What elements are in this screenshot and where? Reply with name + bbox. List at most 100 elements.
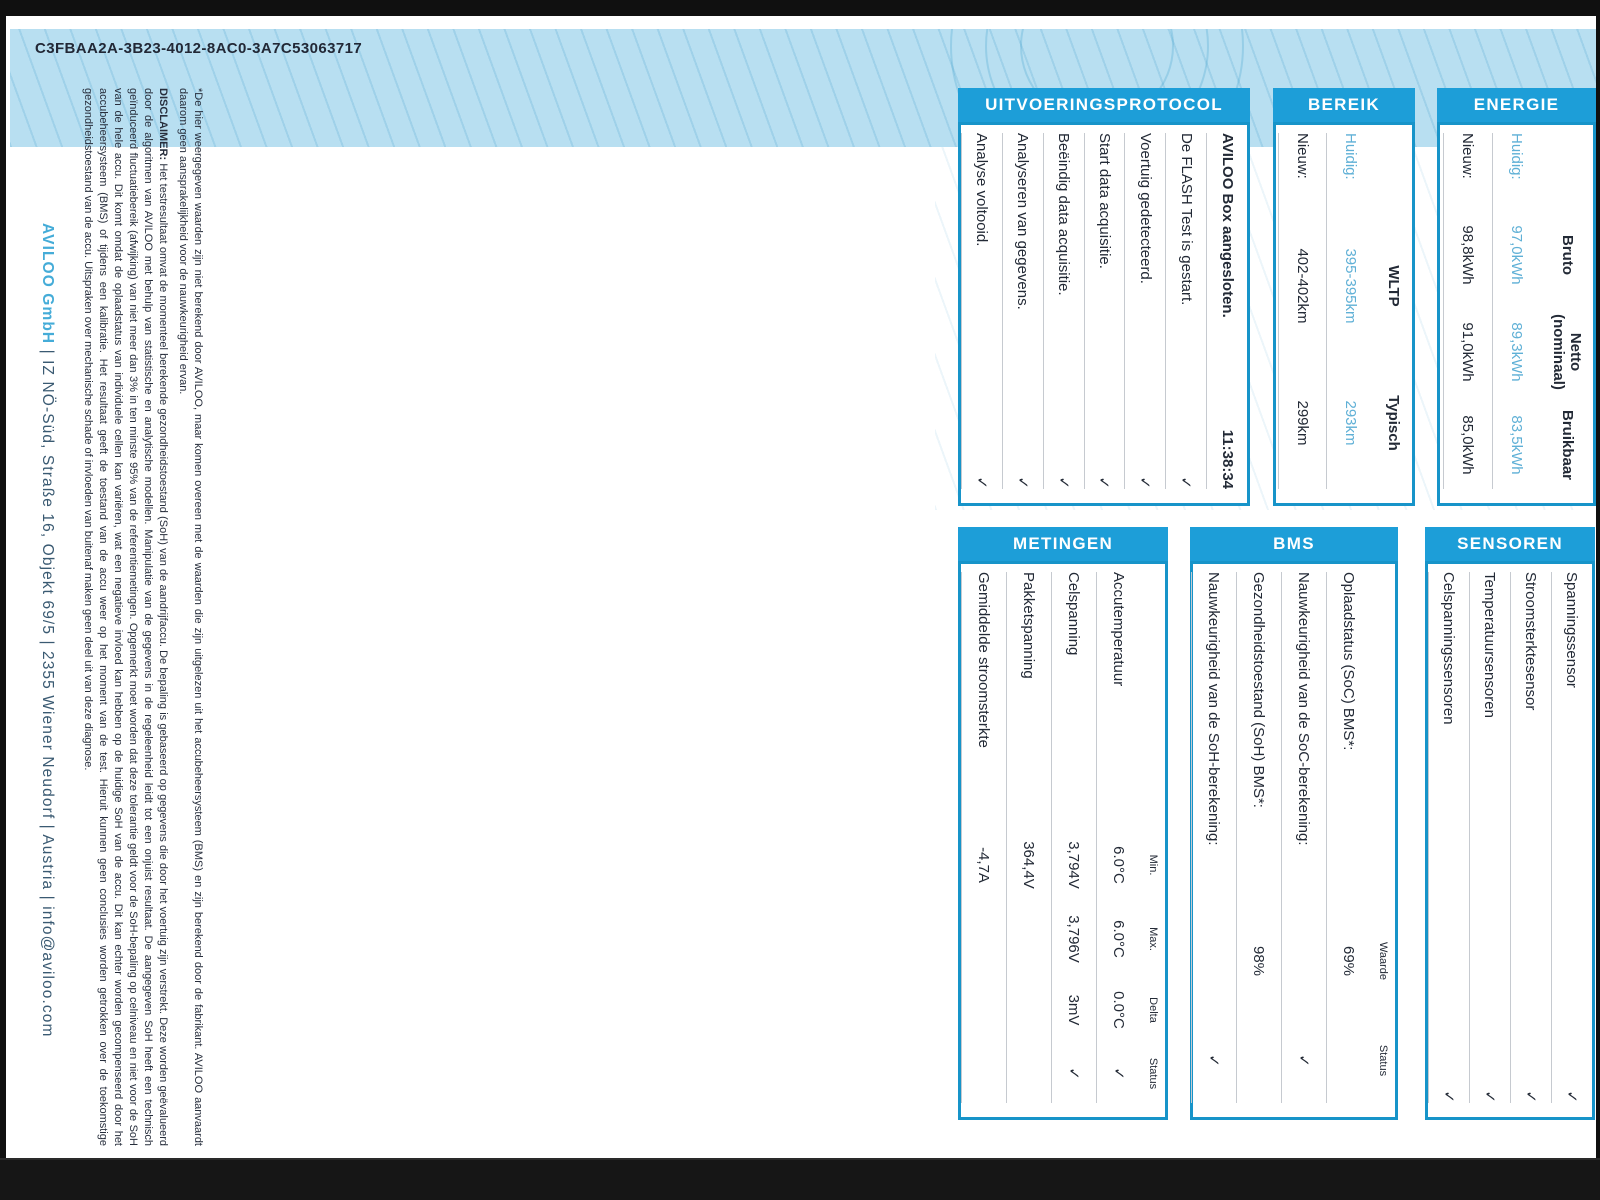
row-label: Start data acquisitie. — [1096, 133, 1113, 269]
row-label: Analyse voltooid. — [973, 133, 991, 247]
table-header-row: WLTP Typisch — [1374, 133, 1412, 489]
row-label: Celspanning — [1065, 572, 1083, 656]
bms-table: Waarde Status Oplaadstatus (SoC) BMS*: 6… — [1191, 564, 1397, 1111]
table-row: Analyse voltooid. ✓ — [960, 133, 1002, 489]
bereik-table: WLTP Typisch Huidig: 395-395km 293km Nie… — [1276, 125, 1414, 497]
table-row: Nieuw: 402-402km 299km — [1278, 133, 1326, 489]
row-label: Nieuw: — [1294, 133, 1311, 179]
table-row: Nieuw: 98,8kWh 91,0kWh 85,0kWh — [1443, 133, 1492, 489]
protocol-table: AVILOO Box aangesloten. 11:38:34 De FLAS… — [960, 125, 1247, 497]
table-row: Huidig: 395-395km 293km — [1326, 133, 1374, 489]
row-label: Nieuw: — [1459, 133, 1477, 179]
company-name: AVILOO GmbH — [39, 223, 56, 345]
table-cell: 3,796V — [1065, 915, 1083, 963]
row-label: Huidig: — [1508, 133, 1526, 180]
panel-header: METINGEN — [958, 527, 1168, 561]
table-row: Spanningssensor ✓ — [1551, 572, 1592, 1103]
panel-energie: ENERGIE Bruto Netto (nominaal) Bruikbaar… — [1437, 88, 1596, 506]
table-row: Accutemperatuur 6.0°C 6.0°C 0.0°C ✓ — [1096, 572, 1141, 1103]
table-cell: 293km — [1342, 400, 1359, 446]
panel-title: METINGEN — [1012, 534, 1114, 553]
disclaimer-label: DISCLAIMER: — [157, 88, 169, 161]
table-cell: 3mV — [1065, 994, 1083, 1026]
table-header-row: Waarde Status — [1371, 572, 1395, 1103]
check-icon: ✓ — [1136, 476, 1155, 489]
table-cell: 69% — [1340, 945, 1358, 977]
table-cell: 395-395km — [1342, 248, 1359, 324]
check-icon: ✓ — [1013, 476, 1032, 489]
table-row: Voertuig gedetecteerd. ✓ — [1124, 133, 1166, 489]
metingen-table: Min. Max. Delta Status Accutemperatuur 6… — [961, 564, 1167, 1111]
table-cell: 6.0°C — [1110, 920, 1128, 958]
table-cell: 98% — [1250, 945, 1268, 977]
check-icon: ✓ — [1563, 1090, 1581, 1103]
panel-metingen: METINGEN Min. Max. Delta Status Accutemp… — [958, 527, 1168, 1120]
company-address: | IZ NÖ-Süd, Straße 16, Objekt 69/5 | 23… — [39, 344, 56, 1038]
panel-bms: BMS Waarde Status Oplaadstatus (SoC) BMS… — [1190, 527, 1398, 1120]
sensoren-table: Spanningssensor ✓ Stroomsterktesensor ✓ … — [1428, 564, 1592, 1111]
panel-header: ENERGIE — [1437, 88, 1596, 122]
check-icon: ✓ — [972, 476, 991, 489]
row-label: De FLASH Test is gestart. — [1177, 133, 1195, 306]
row-label: Voertuig gedetecteerd. — [1136, 133, 1154, 284]
disclaimer-block: *De hier weergegeven waarden zijn niet b… — [55, 88, 205, 1146]
table-row: AVILOO Box aangesloten. 11:38:34 — [1206, 133, 1247, 489]
table-row: Huidig: 97,0kWh 89,3kWh 83,5kWh — [1492, 133, 1541, 489]
table-cell: 364,4V — [1020, 841, 1038, 889]
row-label: AVILOO Box aangesloten. — [1218, 133, 1236, 318]
table-cell: 91,0kWh — [1459, 322, 1477, 382]
column-header: Delta — [1147, 997, 1160, 1023]
energie-table: Bruto Netto (nominaal) Bruikbaar Huidig:… — [1440, 125, 1595, 497]
column-header: Netto (nominaal) — [1550, 314, 1585, 390]
time-value: 11:38:34 — [1218, 429, 1236, 489]
column-header: Waarde — [1377, 941, 1390, 981]
table-row: De FLASH Test is gestart. ✓ — [1165, 133, 1207, 489]
panel-body: Waarde Status Oplaadstatus (SoC) BMS*: 6… — [1190, 561, 1398, 1120]
table-row: Oplaadstatus (SoC) BMS*: 69% — [1326, 572, 1371, 1103]
column-header: Bruto — [1558, 235, 1576, 275]
table-row: Gezondheidstoestand (SoH) BMS*: 98% — [1236, 572, 1281, 1103]
row-label: Pakketspanning — [1020, 572, 1038, 679]
panel-title: ENERGIE — [1473, 95, 1560, 114]
disclaimer-text: DISCLAIMER: Het testresultaat omvat de m… — [82, 88, 169, 1146]
table-cell: 83,5kWh — [1508, 415, 1526, 475]
table-row: Stroomsterktesensor ✓ — [1510, 572, 1551, 1103]
row-label: Analyseren van gegevens. — [1014, 133, 1032, 310]
table-row: Nauwkeurigheid van de SoH-berekening: ✓ — [1191, 572, 1236, 1103]
table-cell: -4,7A — [975, 847, 993, 883]
check-icon: ✓ — [1205, 1054, 1223, 1067]
row-label: Huidig: — [1342, 133, 1359, 180]
table-row: Celspanningssensoren ✓ — [1428, 572, 1469, 1103]
check-icon: ✓ — [1065, 1067, 1083, 1080]
row-label: Nauwkeurigheid van de SoC-berekening: — [1295, 572, 1313, 846]
table-cell: 0.0°C — [1110, 991, 1128, 1029]
panel-body: AVILOO Box aangesloten. 11:38:34 De FLAS… — [958, 122, 1250, 506]
row-label: Temperatuursensoren — [1481, 572, 1499, 718]
table-row: Gemiddelde stroomsterkte -4,7A — [961, 572, 1006, 1103]
panel-body: Spanningssensor ✓ Stroomsterktesensor ✓ … — [1425, 561, 1595, 1120]
table-row: Nauwkeurigheid van de SoC-berekening: ✓ — [1281, 572, 1326, 1103]
panel-title: BEREIK — [1307, 95, 1381, 114]
panel-title: SENSOREN — [1457, 534, 1563, 553]
document-id: C3FBAA2A-3B23-4012-8AC0-3A7C53063717 — [35, 40, 363, 57]
row-label: Accutemperatuur — [1110, 572, 1128, 687]
row-label: Gemiddelde stroomsterkte — [975, 572, 993, 748]
row-label: Nauwkeurigheid van de SoH-berekening: — [1205, 572, 1223, 846]
panel-uitvoeringsprotocol: UITVOERINGSPROTOCOL AVILOO Box aangeslot… — [958, 88, 1250, 506]
panel-sensoren: SENSOREN Spanningssensor ✓ Stroomsterkte… — [1425, 527, 1595, 1120]
panel-bereik: BEREIK WLTP Typisch Huidig: 395-395km 29… — [1273, 88, 1415, 506]
table-cell: 89,3kWh — [1508, 322, 1526, 382]
column-header: Bruikbaar — [1558, 409, 1576, 481]
panel-body: Min. Max. Delta Status Accutemperatuur 6… — [958, 561, 1168, 1120]
table-row: Temperatuursensoren ✓ — [1469, 572, 1510, 1103]
column-header: Status — [1147, 1057, 1160, 1090]
column-header: Max. — [1147, 927, 1160, 951]
panel-body: Bruto Netto (nominaal) Bruikbaar Huidig:… — [1437, 122, 1596, 506]
table-row: Celspanning 3,794V 3,796V 3mV ✓ — [1051, 572, 1096, 1103]
table-row: Start data acquisitie. ✓ — [1083, 133, 1125, 489]
panel-title: UITVOERINGSPROTOCOL — [985, 95, 1223, 114]
table-row: Pakketspanning 364,4V — [1006, 572, 1051, 1103]
panel-header: BEREIK — [1273, 88, 1415, 122]
row-label: Gezondheidstoestand (SoH) BMS*: — [1250, 572, 1268, 808]
footnote-text: *De hier weergegeven waarden zijn niet b… — [177, 88, 204, 1146]
